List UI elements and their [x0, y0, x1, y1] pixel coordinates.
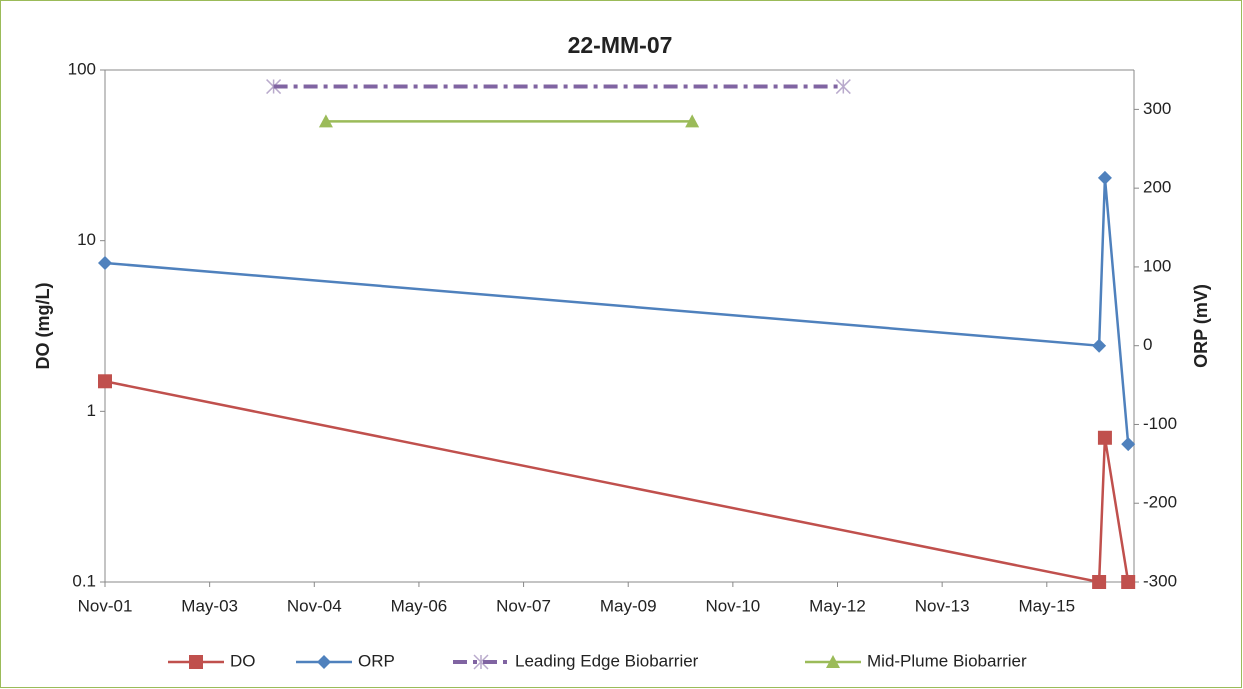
marker-diamond	[98, 255, 112, 270]
marker-triangle	[318, 114, 333, 128]
legend-marker	[826, 655, 840, 668]
y2-tick-label: -300	[1143, 571, 1177, 590]
marker-star	[835, 79, 851, 95]
x-tick-label: Nov-10	[705, 596, 760, 615]
y-axis-title: DO (mg/L)	[33, 283, 53, 370]
marker-star	[266, 79, 282, 95]
legend-marker	[189, 655, 203, 669]
y2-tick-label: -100	[1143, 414, 1177, 433]
marker-square	[1097, 430, 1112, 445]
x-tick-label: Nov-04	[287, 596, 342, 615]
y2-tick-label: 0	[1143, 335, 1152, 354]
chart-title: 22-MM-07	[568, 32, 673, 58]
y-tick-label: 100	[68, 59, 96, 78]
x-tick-label: Nov-01	[78, 596, 133, 615]
legend-label: ORP	[358, 651, 395, 670]
x-tick-label: May-12	[809, 596, 866, 615]
series-line	[104, 177, 1130, 445]
y2-tick-label: -200	[1143, 493, 1177, 512]
marker-triangle	[685, 114, 700, 128]
x-tick-label: Nov-13	[915, 596, 970, 615]
x-tick-label: May-06	[391, 596, 448, 615]
legend-label: Mid-Plume Biobarrier	[867, 651, 1027, 670]
x-tick-label: Nov-07	[496, 596, 551, 615]
x-tick-label: May-15	[1018, 596, 1075, 615]
series-line	[104, 380, 1130, 584]
legend-marker	[473, 654, 489, 670]
y2-tick-label: 100	[1143, 256, 1171, 275]
y2-axis-title: ORP (mV)	[1191, 284, 1211, 368]
legend-label: DO	[230, 651, 256, 670]
y2-tick-label: 200	[1143, 178, 1171, 197]
legend-marker	[317, 655, 331, 669]
marker-diamond	[1097, 170, 1112, 185]
y-tick-label: 10	[77, 230, 96, 249]
legend-label: Leading Edge Biobarrier	[515, 651, 699, 670]
y2-tick-label: 300	[1143, 99, 1171, 118]
y-tick-label: 0.1	[72, 571, 96, 590]
x-tick-label: May-09	[600, 596, 657, 615]
marker-square	[98, 374, 112, 389]
marker-diamond	[1092, 338, 1107, 353]
marker-diamond	[1121, 437, 1136, 452]
x-tick-label: May-03	[181, 596, 238, 615]
marker-square	[1121, 575, 1136, 589]
marker-square	[1092, 575, 1107, 589]
y-tick-label: 1	[87, 401, 96, 420]
